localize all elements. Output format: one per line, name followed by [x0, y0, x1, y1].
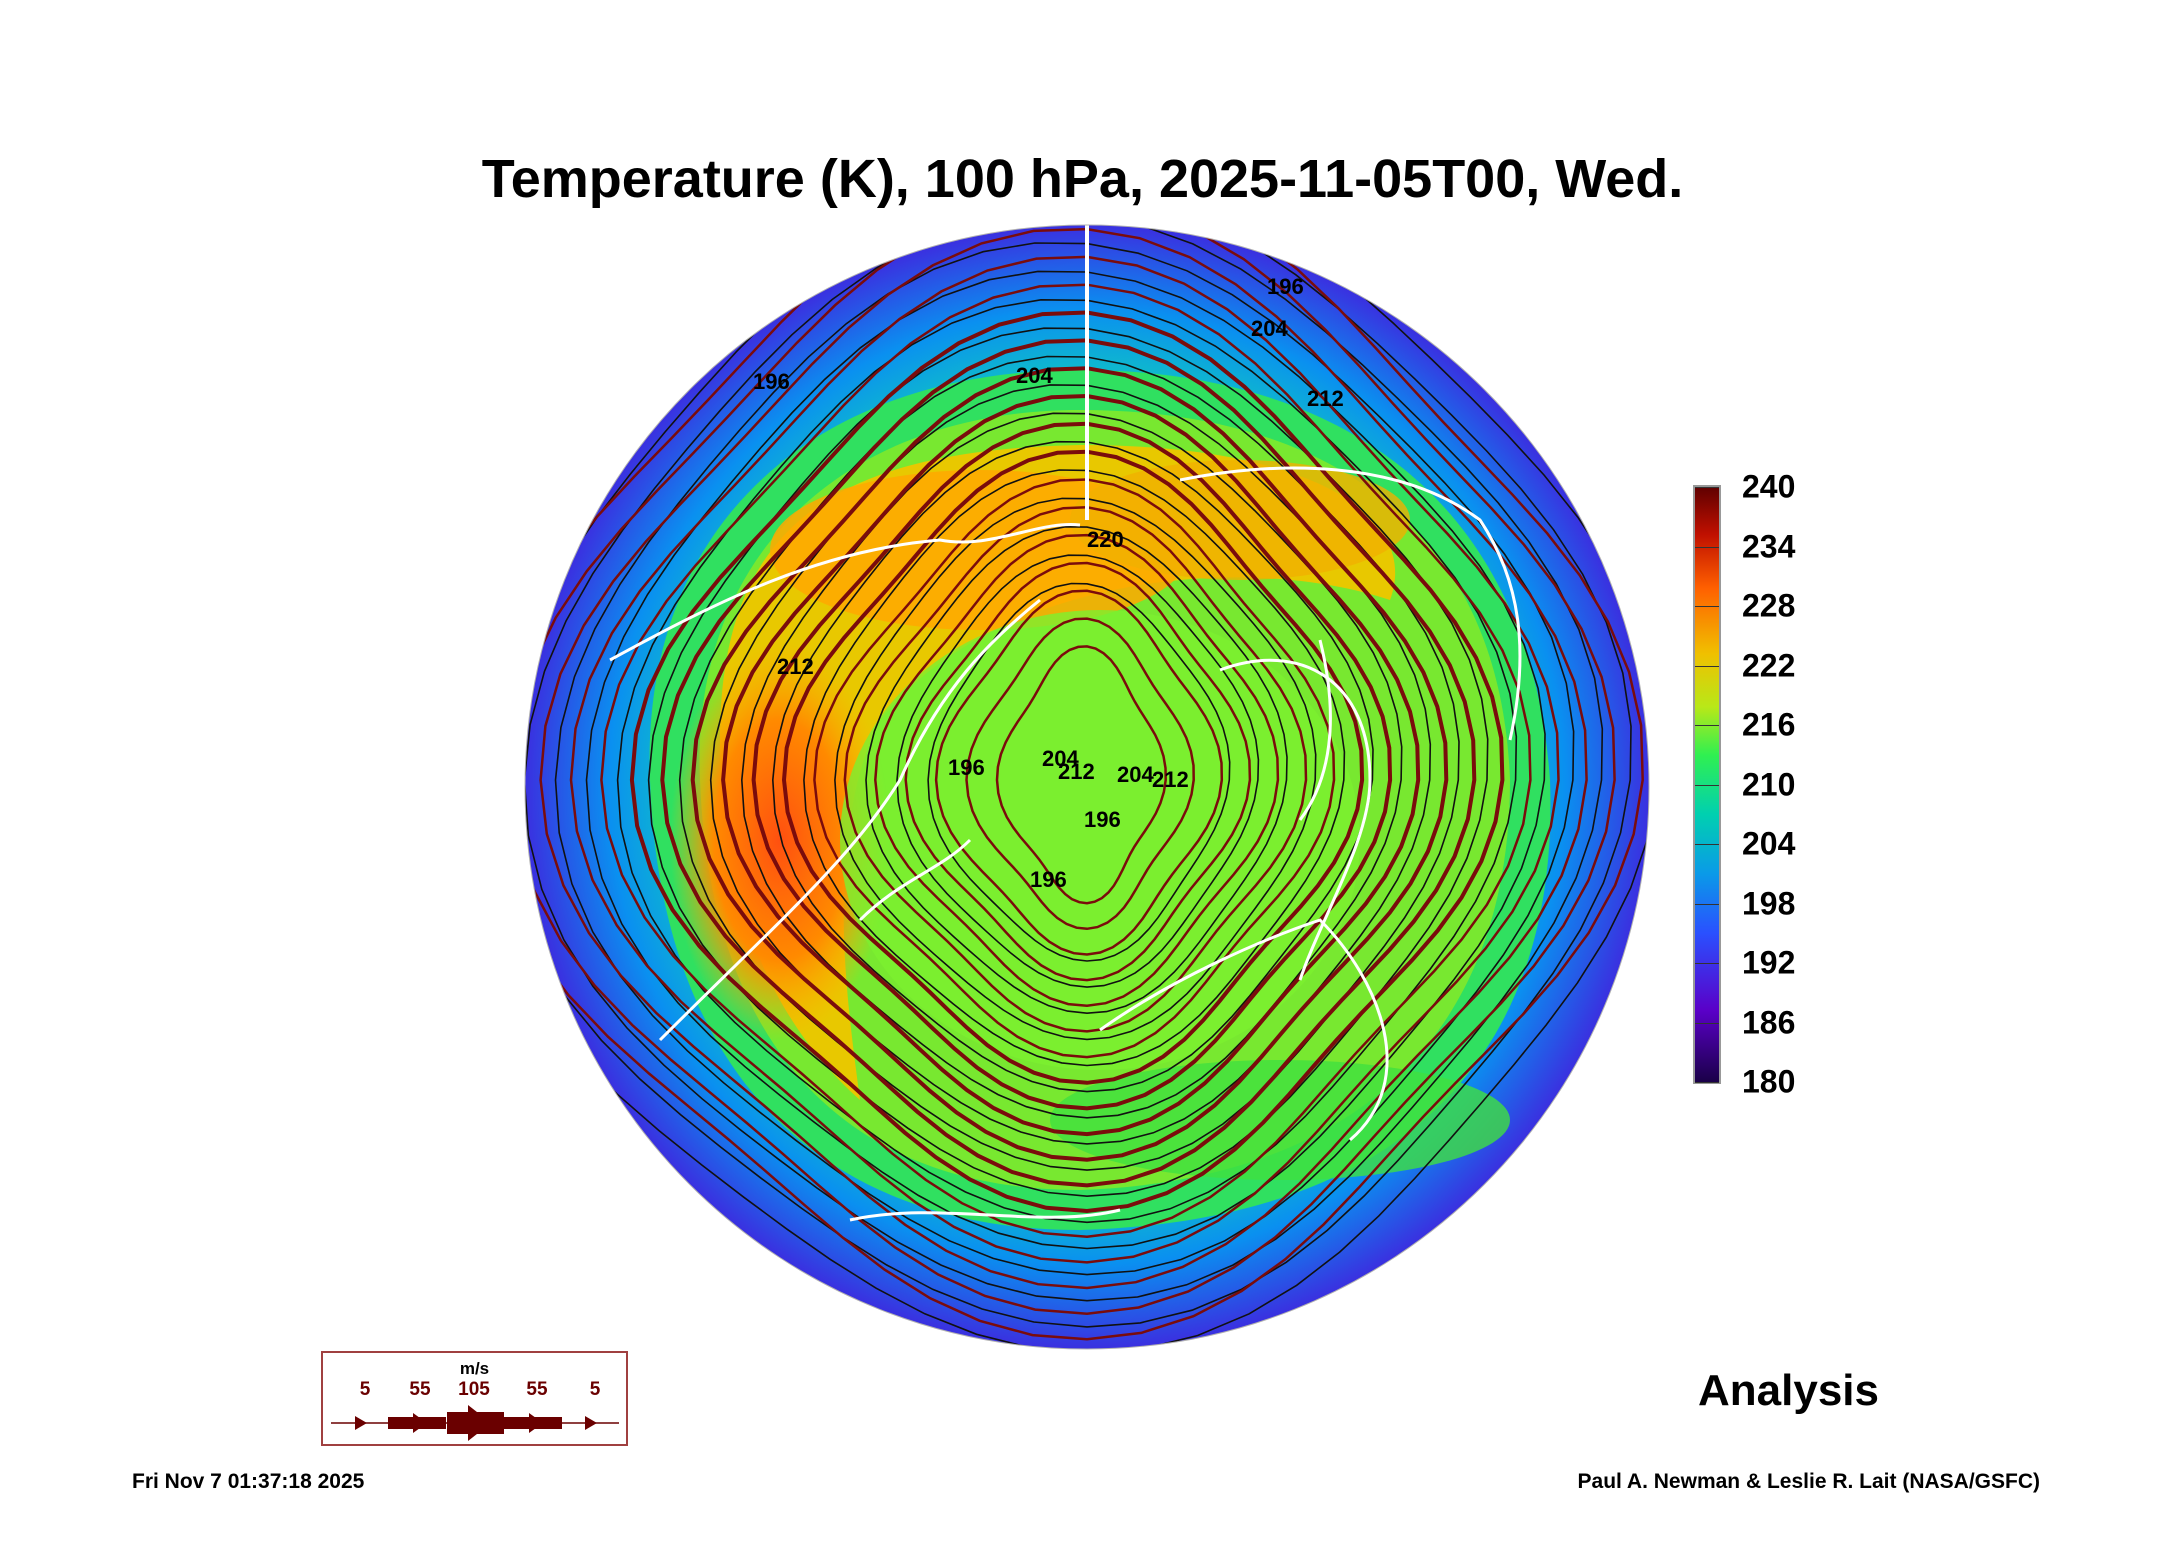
- colorbar-tick: [1695, 963, 1719, 964]
- contour-label: 212: [1058, 759, 1095, 784]
- wind-streamlines: [525, 225, 1644, 1341]
- streamline: [660, 338, 1477, 1188]
- colorbar-tick-label: 210: [1742, 766, 1796, 802]
- colorbar-tick-label: 186: [1742, 1004, 1796, 1040]
- streamline: [539, 227, 1588, 1290]
- colorbar-tick-label: 234: [1742, 528, 1796, 564]
- streamline: [600, 283, 1532, 1238]
- isotherm: [740, 412, 1403, 1119]
- streamline: [934, 589, 1224, 956]
- colorbar-tick-label: 180: [1742, 1063, 1796, 1100]
- contour-label: 204: [1251, 316, 1288, 341]
- streamline: [569, 255, 1560, 1264]
- map-title: Temperature (K), 100 hPa, 2025-11-05T00,…: [481, 149, 1684, 209]
- colorbar-tick: [1695, 487, 1719, 488]
- wind-speed-legend: m/s 5 55 105 55 5: [321, 1351, 628, 1446]
- contour-label: 196: [1267, 274, 1304, 299]
- colorbar-tick-label: 204: [1742, 825, 1796, 862]
- streamline: [904, 561, 1252, 982]
- colorbar-tick: [1695, 1082, 1719, 1083]
- streamline: [629, 310, 1505, 1214]
- timestamp: Fri Nov 7 01:37:18 2025: [132, 1470, 365, 1493]
- isotherm: [616, 298, 1518, 1224]
- isotherm: [927, 582, 1231, 962]
- streamline: [813, 478, 1336, 1059]
- wind-arrow-scale-icon: [331, 1405, 619, 1441]
- streamline: [781, 449, 1365, 1085]
- colorbar-tick: [1695, 784, 1719, 786]
- wind-speed-label: 55: [409, 1379, 431, 1400]
- colorbar-tick: [1695, 725, 1719, 726]
- colorbar-tick: [1695, 546, 1719, 548]
- streamline: [965, 617, 1195, 931]
- contour-label: 212: [1152, 767, 1189, 792]
- contour-label: 204: [1117, 762, 1154, 787]
- isotherm: [585, 270, 1546, 1250]
- colorbar: [1693, 485, 1721, 1084]
- isotherm: [865, 525, 1288, 1015]
- contour-label: 196: [948, 755, 985, 780]
- streamline: [751, 421, 1393, 1111]
- contour-label: 204: [1042, 746, 1079, 771]
- colorbar-tick-label: 216: [1742, 706, 1796, 743]
- isotherm: [896, 554, 1260, 988]
- streamline: [525, 225, 1644, 1341]
- streamline: [995, 645, 1167, 905]
- contour-label: 196: [1084, 807, 1121, 832]
- colorbar-tick: [1695, 1022, 1719, 1024]
- contour-label: 196: [753, 369, 790, 394]
- colorbar-tick-label: 228: [1742, 587, 1796, 624]
- colorbar-tick: [1695, 606, 1719, 607]
- analysis-label: Analysis: [1698, 1366, 1879, 1415]
- streamline: [525, 225, 1616, 1315]
- colorbar-tick: [1695, 665, 1719, 667]
- credit: Paul A. Newman & Leslie R. Lait (NASA/GS…: [1577, 1470, 2040, 1493]
- isotherm: [803, 469, 1346, 1067]
- isotherm: [771, 440, 1374, 1093]
- contour-label: 220: [1087, 527, 1124, 552]
- streamline: [874, 533, 1280, 1008]
- contour-label: 196: [1030, 867, 1067, 892]
- colorbar-tick-label: 198: [1742, 885, 1796, 921]
- coastlines: [609, 466, 1522, 1222]
- contour-label: 212: [777, 654, 814, 679]
- wind-speed-label: 5: [359, 1379, 371, 1400]
- wind-unit: m/s: [459, 1359, 490, 1378]
- wind-speed-label: 55: [526, 1379, 548, 1400]
- contour-label: 212: [1307, 386, 1344, 411]
- contour-label: 204: [1016, 363, 1053, 388]
- colorbar-tick-label: 240: [1742, 468, 1796, 505]
- colorbar-tick-label: 192: [1742, 944, 1796, 981]
- streamline: [843, 506, 1308, 1033]
- isotherm: [834, 497, 1317, 1041]
- wind-speed-label: 105: [458, 1379, 490, 1400]
- streamline: [721, 393, 1421, 1137]
- colorbar-tick: [1695, 903, 1719, 905]
- wind-speed-label: 5: [589, 1379, 601, 1400]
- colorbar-tick: [1695, 844, 1719, 845]
- colorbar-tick-label: 222: [1742, 647, 1796, 683]
